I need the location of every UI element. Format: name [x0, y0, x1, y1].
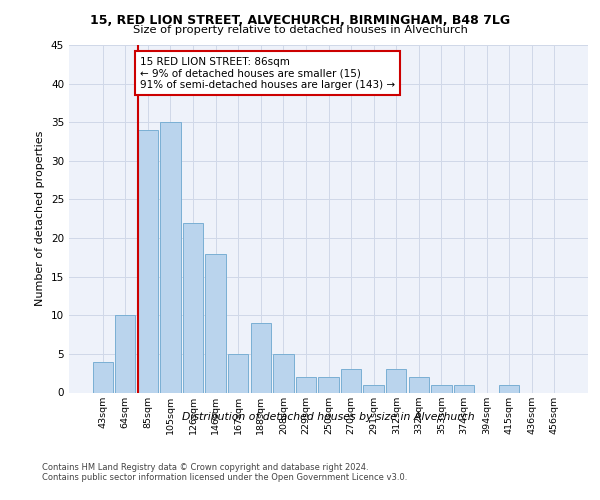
Text: Contains HM Land Registry data © Crown copyright and database right 2024.: Contains HM Land Registry data © Crown c… — [42, 462, 368, 471]
Bar — [273, 354, 293, 393]
Text: Contains public sector information licensed under the Open Government Licence v3: Contains public sector information licen… — [42, 474, 407, 482]
Bar — [115, 316, 136, 392]
Bar — [319, 377, 338, 392]
Bar — [296, 377, 316, 392]
Text: 15 RED LION STREET: 86sqm
← 9% of detached houses are smaller (15)
91% of semi-d: 15 RED LION STREET: 86sqm ← 9% of detach… — [140, 56, 395, 90]
Bar — [431, 385, 452, 392]
Text: 15, RED LION STREET, ALVECHURCH, BIRMINGHAM, B48 7LG: 15, RED LION STREET, ALVECHURCH, BIRMING… — [90, 14, 510, 27]
Bar — [92, 362, 113, 392]
Bar — [160, 122, 181, 392]
Bar — [454, 385, 474, 392]
Bar — [228, 354, 248, 393]
Text: Size of property relative to detached houses in Alvechurch: Size of property relative to detached ho… — [133, 25, 467, 35]
Bar — [499, 385, 519, 392]
Bar — [138, 130, 158, 392]
Bar — [205, 254, 226, 392]
Bar — [409, 377, 429, 392]
Text: Distribution of detached houses by size in Alvechurch: Distribution of detached houses by size … — [182, 412, 475, 422]
Y-axis label: Number of detached properties: Number of detached properties — [35, 131, 46, 306]
Bar — [386, 370, 406, 392]
Bar — [183, 222, 203, 392]
Bar — [251, 323, 271, 392]
Bar — [341, 370, 361, 392]
Bar — [364, 385, 384, 392]
